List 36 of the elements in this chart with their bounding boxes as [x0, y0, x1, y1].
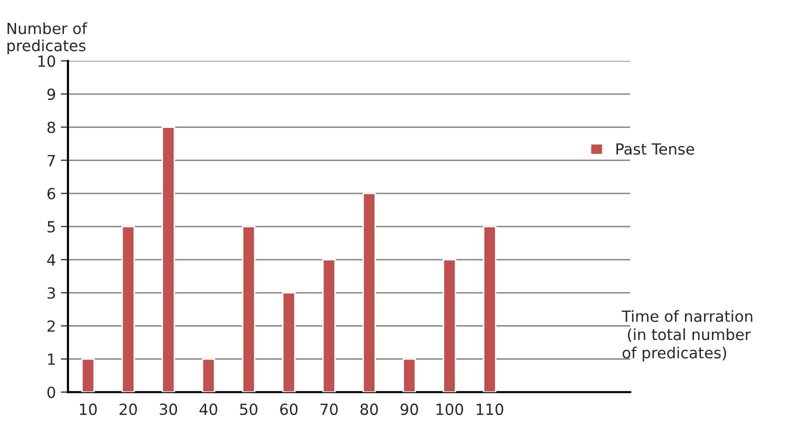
y-tick-label: 8 [47, 122, 56, 134]
bar [362, 192, 376, 392]
x-tick-label: 110 [476, 404, 504, 416]
bar [202, 358, 216, 392]
y-tick-label: 0 [47, 386, 56, 398]
y-tick-label: 7 [48, 154, 55, 166]
bar [242, 226, 256, 392]
y-tick-label: 9 [47, 88, 56, 100]
x-tick-label: 20 [120, 404, 137, 416]
x-tick-label: 60 [280, 404, 298, 416]
y-tick-label: 4 [47, 254, 56, 266]
x-tick-label: 80 [360, 404, 378, 416]
x-tick-label: 90 [400, 404, 418, 416]
bar [162, 126, 176, 392]
x-tick-label: 50 [240, 404, 258, 416]
bar [442, 258, 456, 392]
bar [482, 226, 496, 392]
x-tick-label: 100 [436, 404, 464, 416]
legend-label: Past Tense [616, 143, 694, 155]
bar [121, 226, 135, 392]
bar [81, 358, 95, 392]
y-tick-label: 10 [38, 55, 56, 67]
y-tick-label: 3 [48, 287, 55, 299]
x-tick-label: 40 [200, 404, 218, 416]
bar [282, 292, 296, 392]
x-tick-label: 70 [320, 404, 338, 416]
y-tick-label: 5 [48, 221, 55, 233]
y-tick-label: 2 [48, 320, 55, 332]
y-axis-title: Number of predicates [7, 22, 88, 54]
x-tick-label: 30 [160, 404, 178, 416]
y-tick-label: 1 [48, 354, 55, 365]
bar [402, 358, 416, 392]
x-tick-label: 10 [80, 404, 97, 416]
y-tick-label: 6 [47, 188, 56, 200]
bar [322, 258, 336, 392]
x-axis-title: Time of narration (in total number of predicates) [622, 310, 752, 362]
